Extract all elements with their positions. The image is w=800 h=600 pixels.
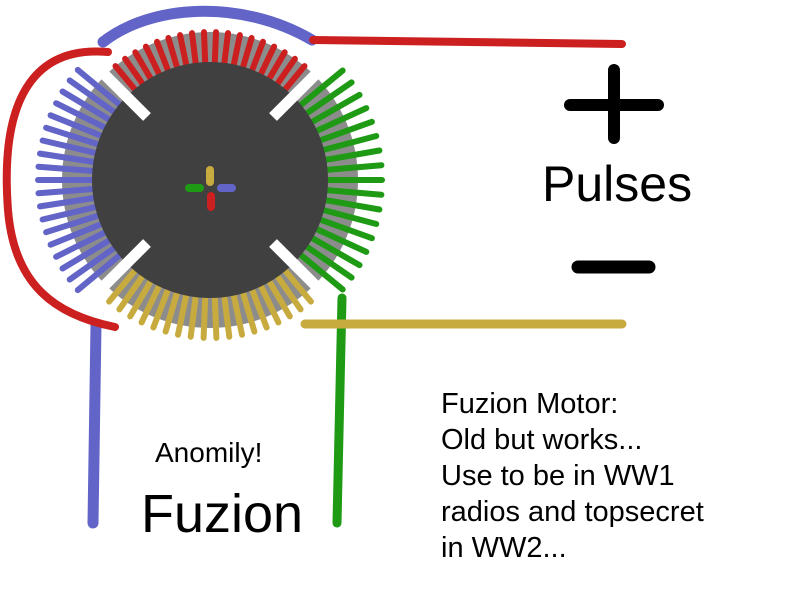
core-spokes [96,66,324,294]
description-line: Old but works... [441,424,643,456]
motor-description: Fuzion Motor: Old but works... Use to be… [441,386,704,566]
plus-terminal-icon [564,64,664,144]
description-line: radios and topsecret [441,496,704,528]
description-line: Use to be in WW1 [441,460,675,492]
blue-wire-top [97,5,318,48]
red-wire-lead [309,36,626,48]
red-wire-loop [2,47,119,331]
anomaly-label: Anomily! [155,437,263,468]
description-line: Fuzion Motor: [441,388,619,420]
description-line: in WW2... [441,532,567,564]
pulses-label: Pulses [542,156,693,212]
fuzion-label: Fuzion [141,484,304,544]
center-hub [185,166,236,211]
blue-wire-lead [87,319,102,529]
green-wire-lead [332,293,347,528]
